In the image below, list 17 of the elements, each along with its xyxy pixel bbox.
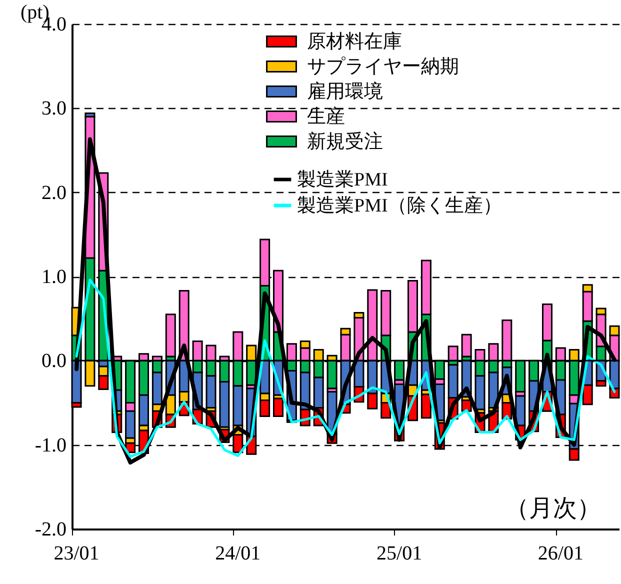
- y-tick-label: -2.0: [34, 518, 66, 540]
- legend-label: 製造業PMI: [297, 170, 388, 190]
- x-tick-label: 24/01: [215, 542, 261, 564]
- x-tick-label: 25/01: [376, 542, 422, 564]
- legend-label: 雇用環境: [307, 80, 383, 102]
- y-tick-label: 3.0: [42, 98, 66, 120]
- x-tick-label: 26/01: [538, 542, 584, 564]
- y-tick-label: 1.0: [42, 266, 66, 288]
- y-tick-label: 0.0: [42, 350, 66, 372]
- legend-label: サプライヤー納期: [307, 56, 459, 78]
- legend-label: 新規受注: [307, 130, 383, 152]
- legend-label: 原材料在庫: [307, 30, 402, 52]
- y-tick-label: 2.0: [42, 182, 66, 204]
- y-tick-label: -1.0: [34, 434, 66, 456]
- x-tick-label: 23/01: [54, 542, 100, 564]
- annotation: （月次）: [505, 496, 601, 522]
- legend-label: 製造業PMI（除く生産）: [297, 194, 502, 216]
